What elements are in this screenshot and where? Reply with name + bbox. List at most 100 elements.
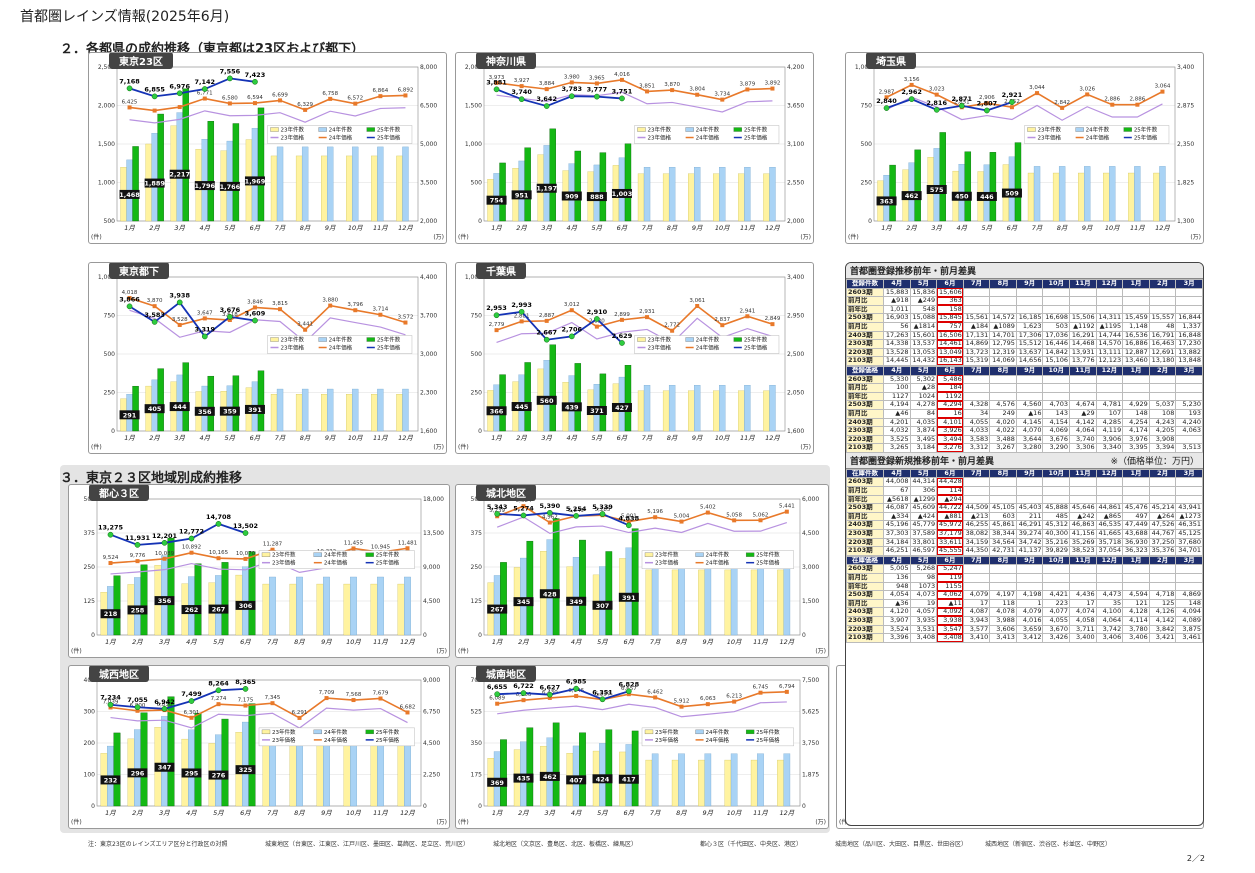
bar-25 [605,729,613,807]
table-cell: 4,243 [1148,417,1177,428]
bar-25 [549,344,556,432]
line-23-price [497,701,787,718]
x-tick-label: 6月 [624,638,635,646]
table-cell: 13,637 [1015,347,1044,358]
table-cell: 3,976 [1122,434,1150,445]
bar-23 [397,743,405,807]
label-25-price: 2,910 [587,308,608,316]
bar-25 [500,562,507,636]
table-cell [989,287,1017,298]
table-cell [1015,477,1044,488]
y2-tick-label: 13,500 [423,530,444,537]
table-cell: 2403期 [846,520,884,531]
bar-24 [215,734,222,807]
y2-tick-label: 2,250 [423,772,440,779]
label-24-price: 2,886 [1104,97,1120,103]
point-24-price [745,314,750,319]
bar-25 [194,712,202,807]
bar-label: 345 [517,598,531,606]
table-row: 2303期 14,338 13,537 14,461 14,869 12,795 15,51… [846,339,1203,349]
bar-label: 363 [880,197,894,205]
point-24-price [626,519,631,524]
point-24-price [216,556,221,561]
table-cell [1042,374,1071,385]
bar-25 [914,149,921,222]
bar-24 [296,576,303,636]
x-tick-label: 9月 [703,638,714,646]
point-24-price [405,546,410,551]
table-cell [1042,486,1071,496]
legend-label: 25年件数 [377,336,401,344]
table-cell [989,477,1017,488]
label-24-price: 9,776 [130,553,146,559]
bar-label: 446 [980,193,994,201]
y-tick-label: 250 [861,180,873,187]
table-cell: 3,290 [1042,443,1071,453]
table-cell: 1024 [909,391,938,402]
chart-title: 城西地区 [89,666,149,682]
table-cell: 45,779 [909,520,938,531]
table-cell: 38,082 [962,529,991,539]
chart-title: 城北地区 [476,485,536,501]
label-25-price: 8,264 [208,679,229,687]
y-tick-label: 1,000 [98,274,115,281]
table-cell: 4,074 [1069,607,1097,617]
table-cell: 35,718 [1095,537,1124,548]
table-cell [1069,391,1097,402]
line-23-price [496,516,788,535]
table-header: 7月 [962,468,991,479]
table-cell [1069,304,1097,315]
table-header: 9月 [1015,468,1044,479]
label-25-price: 13,275 [98,524,124,532]
bar-label: 2,217 [169,171,190,179]
label-24-price: 2,842 [1054,100,1070,106]
table-cell: 37,054 [1095,546,1124,556]
bar-25 [232,375,240,432]
x-tick-label: 8月 [294,809,305,817]
table-cell: 43,688 [1122,529,1150,539]
label-24-price: 2,849 [765,316,781,322]
table-cell: 4,781 [1095,400,1124,410]
legend-label: 23年価格 [655,559,679,567]
y-tick-label: 1,000 [98,180,115,187]
y2-tick-label: 2,500 [787,351,804,358]
legend-swatch [745,552,755,557]
label-24-price: 3,044 [1029,85,1045,91]
y2-tick-label: 2,050 [787,390,804,397]
point-25-price [161,539,168,546]
table-cell [1175,304,1203,315]
bar-24 [730,560,738,636]
bar-25 [157,113,164,222]
legend-label: 24年件数 [696,126,720,134]
label-25-price: 6,855 [144,85,165,93]
table-cell: ▲29 [1069,408,1097,419]
y2-tick-label: 3,750 [802,740,819,747]
table-cell [962,564,991,574]
point-24-price [569,308,574,313]
table-row: 2503期 16,903 15,088 15,845 15,561 14,572 16,18… [846,313,1203,323]
table-header: 11月 [1069,468,1097,479]
label-24-price: 4,018 [122,290,138,296]
y2-tick-label: 5,625 [802,709,819,716]
bar-label: 306 [239,602,253,610]
point-24-price [653,515,658,520]
table-cell: 37,589 [909,529,938,539]
label-24-price: 6,794 [779,684,795,690]
table-cell: 3,495 [909,434,938,445]
x-tick-label: 3月 [159,638,170,646]
point-25-price [594,93,600,100]
line-23-price [886,96,1163,121]
x-tick-label: 1月 [491,224,502,232]
x-tick-label: 12月 [765,434,780,442]
legend-swatch [695,729,704,735]
x-tick-label: 2月 [516,434,527,442]
bar-23 [321,155,328,222]
label-24-price: 2,906 [979,95,995,101]
table-cell: 14,461 [936,339,964,349]
legend-box [267,125,413,144]
bar-label: 1,766 [220,183,241,191]
x-tick-label: 8月 [300,434,311,442]
y2-tick-label: 0 [423,632,427,639]
label-25-price: 6,976 [169,82,190,90]
table-cell: 4,126 [1148,607,1177,617]
